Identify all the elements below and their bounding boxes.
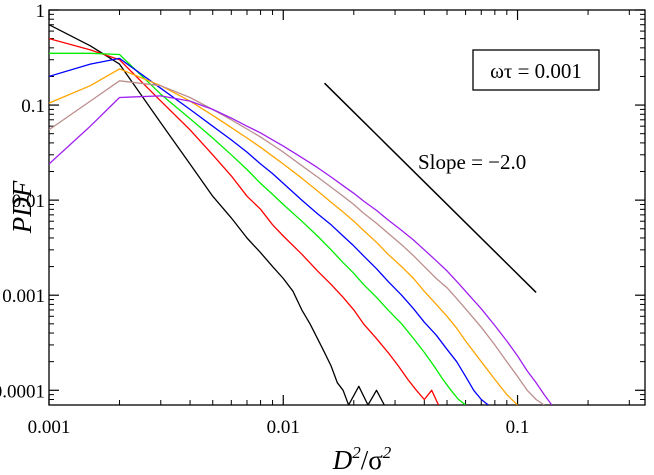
x-axis-title: D2/σ2 [332, 443, 392, 475]
legend-box [472, 49, 600, 91]
series-line-2 [49, 37, 440, 405]
series-line-6 [49, 80, 545, 405]
y-tick-label: 0.0001 [0, 381, 45, 402]
y-tick-label: 0.001 [2, 286, 45, 307]
legend-box-label: ωτ = 0.001 [490, 59, 582, 83]
x-axis-title-sup2: 2 [383, 443, 392, 462]
y-axis-title: PDF [7, 180, 37, 234]
x-axis-title-sup1: 2 [352, 443, 361, 462]
series-lines [49, 24, 553, 405]
slope-label: Slope = −2.0 [418, 150, 526, 174]
x-axis-title-mid: /σ [361, 445, 384, 475]
series-line-4 [49, 57, 489, 405]
series-line-5 [49, 68, 518, 405]
series-line-7 [49, 95, 553, 405]
slope-reference-line [323, 82, 537, 293]
y-tick-label: 1 [36, 1, 46, 22]
plot-frame [48, 9, 646, 406]
x-tick-label: 0.01 [267, 417, 300, 438]
series-line-1 [49, 24, 385, 405]
x-tick-label: 0.1 [506, 417, 530, 438]
axis-ticks: 0.001 0.01 0.1 0.0001 0.001 0.01 0.1 1 [0, 1, 645, 438]
x-tick-label: 0.001 [28, 417, 71, 438]
x-axis-title-base: D [332, 445, 353, 475]
y-tick-label: 0.01 [12, 191, 45, 212]
y-tick-label: 0.1 [21, 96, 45, 117]
series-line-3 [49, 52, 466, 405]
